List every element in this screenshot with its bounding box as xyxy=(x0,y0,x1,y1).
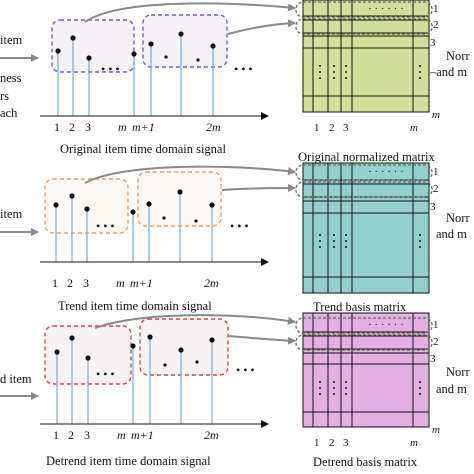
row1-arrow xyxy=(84,2,296,23)
right-text-1: Norr xyxy=(446,49,470,63)
tick-2m: 2m xyxy=(206,120,221,134)
row1-arrow xyxy=(94,314,296,329)
tick-m1: m+1 xyxy=(132,120,155,134)
tick-1: 1 xyxy=(54,120,60,134)
row-highlight-1 xyxy=(295,164,433,181)
tick-2: 2 xyxy=(67,276,73,290)
ellipsis-1: • • • xyxy=(96,219,115,233)
row-highlight-1 xyxy=(295,1,433,18)
signal-caption-trend: Trend item time domain signal xyxy=(58,299,212,313)
row-label-1: 1 xyxy=(433,319,439,331)
panel-original: item ness rs ach • • • • • • 1 2 3 m xyxy=(0,0,470,164)
matrix-caption-trend: Trend basis matrix xyxy=(313,300,407,314)
left-text-6: d item xyxy=(0,372,32,386)
signal-stems xyxy=(55,192,213,262)
ellipsis-1: • • • xyxy=(96,367,115,381)
signal-caption-detrend: Detrend item time domain signal xyxy=(46,454,211,468)
panel-detrend: d item • • • • • • 1 2 3 m m+1 2m Detren… xyxy=(0,312,470,469)
left-text-3: rs xyxy=(0,89,9,103)
matrix-trend xyxy=(302,162,430,294)
row2-arrow xyxy=(228,335,296,345)
left-text-1: item xyxy=(0,33,22,47)
matrix-caption-detrend: Detrend basis matrix xyxy=(313,455,418,469)
col-label-m: m xyxy=(410,122,418,134)
matrix-dots-row: · · · · · · xyxy=(368,319,404,331)
tick-m: m xyxy=(118,120,127,134)
row-highlight-1 xyxy=(295,317,433,334)
ellipsis-2: • • • xyxy=(236,363,255,377)
signal-stems xyxy=(57,34,214,116)
left-text-4: ach xyxy=(0,106,18,120)
signal-points xyxy=(55,31,216,62)
col-label-2: 2 xyxy=(329,437,335,449)
signal-points xyxy=(53,189,215,223)
tick-m1: m+1 xyxy=(130,276,153,290)
tick-1: 1 xyxy=(52,276,58,290)
row-label-m: m xyxy=(432,109,440,121)
matrix-grid xyxy=(303,313,429,427)
tick-3: 3 xyxy=(85,120,91,134)
signal-caption-original: Original item time domain signal xyxy=(60,142,226,156)
window-box-2 xyxy=(142,14,228,68)
row-label-2: 2 xyxy=(433,19,439,31)
tick-2: 2 xyxy=(68,428,74,442)
tick-2m: 2m xyxy=(204,428,219,442)
right-text-2: and m xyxy=(436,227,467,241)
tick-m: m xyxy=(117,428,126,442)
tick-3: 3 xyxy=(83,276,89,290)
row-highlight-2 xyxy=(295,18,433,35)
ellipsis-2: • • • xyxy=(234,62,253,76)
tick-3: 3 xyxy=(84,428,90,442)
row-highlight-2 xyxy=(295,334,433,351)
ellipsis-2: • • • xyxy=(230,219,249,233)
row-label-1: 1 xyxy=(433,166,439,178)
tick-m: m xyxy=(116,276,125,290)
window-box-1 xyxy=(51,19,135,73)
matrix-detrend xyxy=(302,312,430,428)
col-label-m: m xyxy=(410,437,418,449)
row1-arrow xyxy=(84,165,296,184)
row-label-3: 3 xyxy=(430,37,436,49)
matrix-dots-cols xyxy=(319,234,421,248)
matrix-dots-row: · · · · · · xyxy=(368,3,404,15)
row2-arrow xyxy=(221,184,296,193)
right-text-1: Norr xyxy=(446,365,470,379)
signal-stems xyxy=(56,337,213,424)
matrix-dots-row: · · · · · · xyxy=(368,166,404,178)
tick-2m: 2m xyxy=(204,276,219,290)
signal-points xyxy=(54,334,215,367)
row-highlight-2 xyxy=(295,181,433,198)
right-text-2: –and m xyxy=(429,65,467,79)
col-label-3: 3 xyxy=(343,122,349,134)
row2-arrow xyxy=(227,19,296,35)
left-text-2: ness xyxy=(0,71,22,85)
matrix-dots-cols xyxy=(319,381,421,395)
col-label-1: 1 xyxy=(314,122,320,134)
right-text-1: Norr xyxy=(446,211,470,225)
ellipsis-1: • • • xyxy=(101,62,120,76)
row-label-2: 2 xyxy=(433,336,439,348)
tick-m1: m+1 xyxy=(131,428,154,442)
col-label-2: 2 xyxy=(329,122,335,134)
panel-trend: item • • • • • • 1 2 3 m m+1 2m Trend it… xyxy=(0,162,470,314)
matrix-dots-cols xyxy=(319,65,421,79)
row-label-3: 3 xyxy=(430,353,436,365)
row-label-m: m xyxy=(432,424,440,436)
tick-2: 2 xyxy=(69,120,75,134)
tick-1: 1 xyxy=(53,428,59,442)
matrix-caption-original: Original normalized matrix xyxy=(298,150,436,164)
col-label-3: 3 xyxy=(343,437,349,449)
row-label-2: 2 xyxy=(433,183,439,195)
col-label-1: 1 xyxy=(314,437,320,449)
row-label-1: 1 xyxy=(433,3,439,15)
right-text-2: and m xyxy=(436,382,467,396)
left-text-5: item xyxy=(0,207,22,221)
window-box-2 xyxy=(139,318,229,376)
row-label-3: 3 xyxy=(430,201,436,213)
